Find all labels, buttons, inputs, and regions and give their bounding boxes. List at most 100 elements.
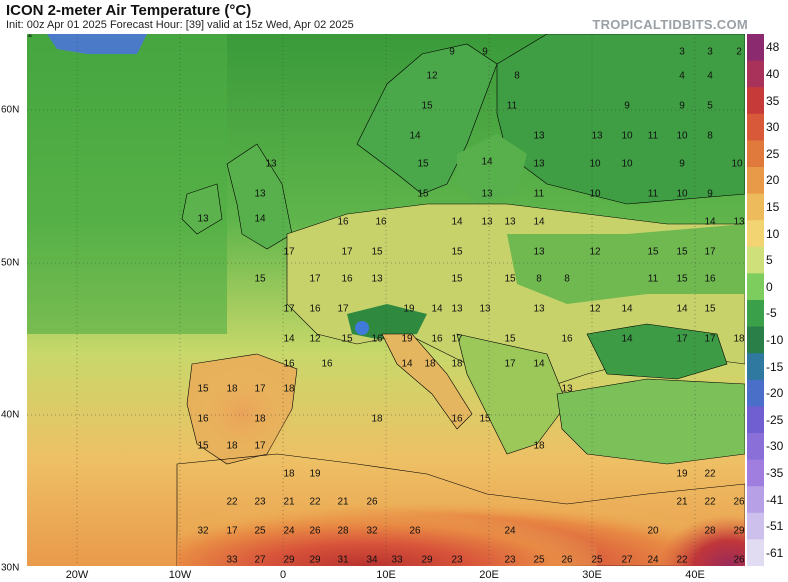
temperature-label: 17 <box>504 358 516 370</box>
temperature-label: 29 <box>283 554 295 566</box>
temperature-label: 26 <box>561 554 573 566</box>
temperature-label: 14 <box>451 216 463 228</box>
temperature-label: 17 <box>704 246 716 258</box>
colorbar-label: -10 <box>766 332 784 347</box>
colorbar-swatch <box>747 273 764 301</box>
temperature-label: 15 <box>417 188 429 200</box>
temperature-label: 14 <box>401 358 413 370</box>
temperature-label: 13 <box>479 303 491 315</box>
temperature-label: 10 <box>676 188 688 200</box>
temperature-label: 23 <box>451 554 463 566</box>
temperature-label: 13 <box>197 213 209 225</box>
temperature-label: 22 <box>676 554 688 566</box>
temperature-label: 22 <box>226 496 238 508</box>
temperature-label: 11 <box>647 130 659 142</box>
chart-subtitle: Init: 00z Apr 01 2025 Forecast Hour: [39… <box>6 19 354 31</box>
temperature-label: 18 <box>451 358 463 370</box>
temperature-label: 11 <box>647 273 659 285</box>
temperature-label: 31 <box>27 34 33 40</box>
temperature-label: 12 <box>589 246 601 258</box>
temperature-label: 19 <box>401 333 413 345</box>
colorbar-swatch <box>747 353 764 381</box>
temperature-label: 17 <box>451 333 463 345</box>
temperature-label: 9 <box>482 46 488 58</box>
temperature-label: 24 <box>283 525 295 537</box>
colorbar-label: -30 <box>766 439 784 454</box>
temperature-label: 11 <box>533 188 545 200</box>
temperature-label: 18 <box>283 383 295 395</box>
temperature-label: 13 <box>733 216 745 228</box>
temperature-label: 20 <box>647 525 659 537</box>
temperature-label: 9 <box>679 100 685 112</box>
temperature-label: 14 <box>431 303 443 315</box>
colorbar-label: 35 <box>766 93 780 108</box>
temperature-label: 14 <box>676 303 688 315</box>
colorbar-swatch <box>747 87 764 115</box>
brand-logo-text[interactable]: TROPICALTIDBITS.COM <box>592 17 748 32</box>
latitude-label: 40N <box>1 409 20 421</box>
colorbar-swatch <box>747 379 764 407</box>
temperature-label: 24 <box>504 525 516 537</box>
temperature-label: 31 <box>337 554 349 566</box>
temperature-label: 21 <box>283 496 295 508</box>
temperature-label: 29 <box>309 554 321 566</box>
temperature-label: 17 <box>283 246 295 258</box>
temperature-label: 16 <box>451 413 463 425</box>
temperature-label: 4 <box>707 70 713 82</box>
temperature-label: 16 <box>431 333 443 345</box>
temperature-label: 34 <box>366 554 378 566</box>
temperature-label: 13 <box>451 303 463 315</box>
temperature-label: 2 <box>736 46 742 58</box>
black-sea <box>586 323 728 380</box>
iceland-cold-area <box>47 34 147 54</box>
colorbar-swatch <box>747 60 764 88</box>
temperature-label: 26 <box>366 496 378 508</box>
temperature-label: 17 <box>309 273 321 285</box>
latitude-label: 30N <box>1 562 20 574</box>
temperature-label: 14 <box>283 333 295 345</box>
colorbar-swatch <box>747 220 764 248</box>
balkans-land <box>456 333 568 455</box>
colorbar-label: -25 <box>766 412 784 427</box>
temperature-label: 13 <box>481 188 493 200</box>
temperature-label: 10 <box>589 158 601 170</box>
temperature-label: 13 <box>371 273 383 285</box>
temperature-label: 3 <box>707 46 713 58</box>
temperature-label: 16 <box>371 333 383 345</box>
temperature-label: 18 <box>371 413 383 425</box>
graticule <box>27 34 745 566</box>
temperature-label: 26 <box>733 554 745 566</box>
temperature-label: 32 <box>366 525 378 537</box>
temperature-label: 8 <box>707 130 713 142</box>
temperature-label: 15 <box>371 246 383 258</box>
colorbar-labels: 48 40 35 30 25 20 15 10 5 0 -5 -10 -15 -20 -25 -30 -35 -4… <box>764 34 788 566</box>
temperature-label: 26 <box>733 496 745 508</box>
temperature-label: 15 <box>197 383 209 395</box>
temperature-label: 15 <box>504 333 516 345</box>
colorbar-label: -20 <box>766 386 784 401</box>
temperature-label: 18 <box>226 383 238 395</box>
temperature-label: 15 <box>451 273 463 285</box>
temperature-label: 12 <box>309 333 321 345</box>
temperature-label: 22 <box>309 496 321 508</box>
temperature-label: 14 <box>621 303 633 315</box>
colorbar-label: 25 <box>766 146 780 161</box>
temperature-label: 14 <box>254 213 266 225</box>
temperature-label: 14 <box>704 216 716 228</box>
temperature-label: 21 <box>676 496 688 508</box>
longitude-label: 10E <box>376 569 396 581</box>
chart-title: ICON 2-meter Air Temperature (°C) <box>6 2 252 19</box>
temperature-label: 15 <box>417 158 429 170</box>
temperature-label: 28 <box>704 525 716 537</box>
map-svg <box>27 34 745 566</box>
temperature-label: 11 <box>506 100 518 112</box>
longitude-label: 0 <box>279 569 287 581</box>
temperature-label: 32 <box>197 525 209 537</box>
temperature-label: 22 <box>704 496 716 508</box>
temperature-label: 33 <box>391 554 403 566</box>
temperature-label: 16 <box>561 333 573 345</box>
colorbar-label: 10 <box>766 226 780 241</box>
colorbar <box>747 34 764 567</box>
temperature-label: 10 <box>676 130 688 142</box>
temperature-label: 13 <box>591 130 603 142</box>
